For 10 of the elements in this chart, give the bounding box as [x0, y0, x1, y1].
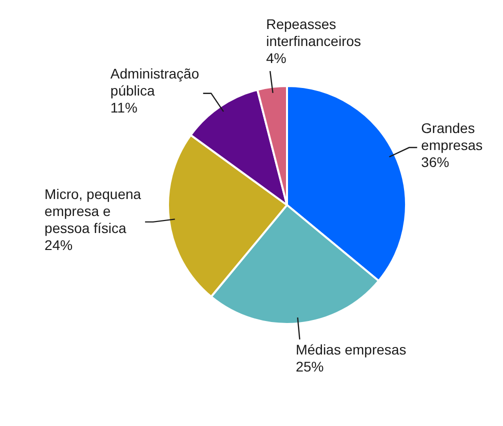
slice-label: Repeasses interfinanceiros [266, 16, 362, 49]
data-label: 24% [44, 236, 73, 253]
data-label: 36% [421, 154, 450, 170]
slice-label: Médias empresas [296, 341, 406, 358]
data-label: 4% [266, 50, 286, 66]
slice-label: Grandes empresas [421, 120, 483, 153]
slice-label: Micro, pequena empresa e pessoa física [44, 186, 142, 236]
slice-label: Administração pública [110, 66, 200, 99]
data-label: 25% [296, 358, 324, 374]
data-label: 11% [110, 100, 138, 116]
